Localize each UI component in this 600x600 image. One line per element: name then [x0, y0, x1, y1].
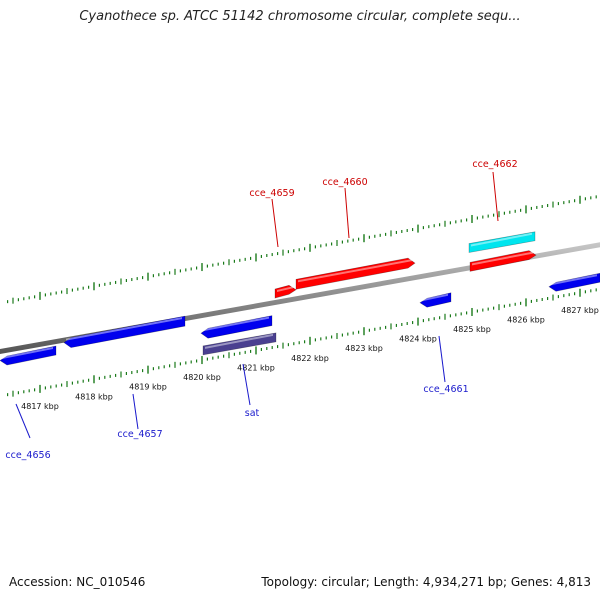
gene-highlight [422, 293, 448, 302]
gene-highlight [277, 286, 293, 293]
map-title: Cyanothece sp. ATCC 51142 chromosome cir… [79, 9, 521, 24]
gene-label-leader [344, 187, 350, 239]
gene-highlight [472, 251, 533, 266]
gene-label-cce_4656[interactable]: cce_4656 [5, 450, 50, 461]
gene-cce_4656[interactable] [0, 345, 57, 366]
gene-cce_4657[interactable] [63, 315, 186, 348]
gene-cce_4659[interactable] [274, 284, 297, 299]
gene-label-cce_4662_rna[interactable]: cce_4662 [472, 159, 517, 170]
gene-label-group: cce_4656 cce_4657 sat cce_4659 cce_4660 cce_4… [5, 159, 517, 461]
gene-highlight [471, 232, 532, 247]
gene-label-cce_4660[interactable]: cce_4660 [322, 177, 367, 188]
gene-label-leader [492, 171, 499, 222]
gene-highlight [298, 259, 412, 283]
gene-label-leader [242, 363, 251, 406]
gene-unlabeled_reverse_2[interactable] [548, 272, 600, 292]
scale-label: 4818 kbp [75, 392, 113, 401]
gene-highlight [66, 317, 182, 341]
gene-track [0, 231, 600, 366]
scale-label: 4821 kbp [237, 363, 275, 372]
lower-tick-track [6, 288, 597, 397]
scale-label-group: 4817 kbp 4818 kbp 4819 kbp 4820 kbp 4821 kbp… [21, 306, 599, 411]
gene-cce_4661[interactable] [419, 292, 452, 308]
gene-cce_4660[interactable] [295, 257, 416, 290]
gene-label-sat[interactable]: sat [245, 408, 260, 419]
gene-unlabeled_reverse_1[interactable] [200, 315, 273, 339]
scale-label: 4826 kbp [507, 315, 545, 324]
gene-highlight [203, 316, 269, 332]
scale-label: 4819 kbp [129, 383, 167, 392]
scale-label: 4820 kbp [183, 373, 221, 382]
gene-label-cce_4657[interactable]: cce_4657 [117, 429, 162, 440]
gene-highlight [551, 274, 597, 286]
scale-label: 4825 kbp [453, 325, 491, 334]
scale-label: 4827 kbp [561, 306, 599, 315]
accession-text: Accession: NC_010546 [9, 575, 146, 589]
gene-label-cce_4661[interactable]: cce_4661 [423, 384, 468, 395]
scale-label: 4824 kbp [399, 335, 437, 344]
scale-label: 4823 kbp [345, 344, 383, 353]
gene-label-leader [15, 403, 31, 439]
gene-label-leader [132, 393, 139, 430]
gene-label-leader [271, 198, 279, 248]
gene-label-leader [438, 335, 446, 383]
gene-highlight [2, 347, 53, 359]
gene-cce_4662_rna[interactable] [468, 231, 536, 253]
gene-label-cce_4659[interactable]: cce_4659 [249, 188, 294, 199]
gene-highlight [205, 333, 273, 349]
scale-label: 4822 kbp [291, 354, 329, 363]
gene-cce_4662[interactable] [469, 250, 537, 272]
gene-sat[interactable] [202, 332, 277, 356]
scale-label: 4817 kbp [21, 402, 59, 411]
upper-tick-track [6, 195, 597, 304]
genome-summary-text: Topology: circular; Length: 4,934,271 bp… [261, 575, 591, 589]
